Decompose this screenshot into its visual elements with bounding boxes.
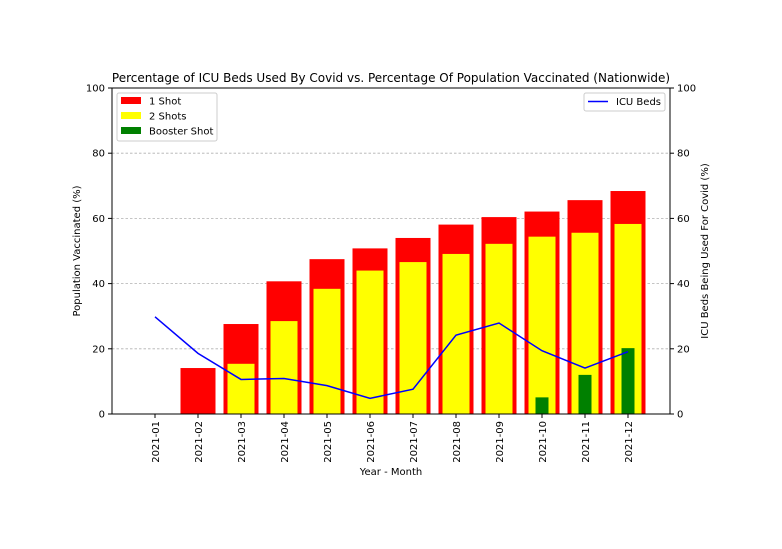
y-tick-label-left: 60 <box>92 214 105 225</box>
bars <box>180 191 646 414</box>
x-tick-label: 2021-12 <box>624 421 635 463</box>
legend-box <box>116 92 218 142</box>
x-tick-label: 2021-04 <box>280 421 291 463</box>
x-tick-label: 2021-10 <box>538 421 549 463</box>
axes: 0 0 20 20 40 40 60 60 80 80 100 100 2021-01 2021-02 20… <box>86 84 696 463</box>
bar-2-shots <box>313 288 341 414</box>
y-tick-label-right: 20 <box>677 344 690 355</box>
bar-2-shots <box>356 270 384 414</box>
x-tick-label: 2021-05 <box>323 421 334 463</box>
bar-2-shots <box>270 321 298 414</box>
x-tick-label: 2021-02 <box>194 421 205 463</box>
icu-line <box>154 316 629 400</box>
y-tick-label-right: 80 <box>677 149 690 160</box>
x-tick-label: 2021-03 <box>237 421 248 463</box>
y-tick-label-left: 80 <box>92 149 105 160</box>
y-tick-label-left: 0 <box>99 410 105 421</box>
y-tick-label-left: 20 <box>92 344 105 355</box>
plot-frame <box>111 87 671 415</box>
legend-label: 1 Shot <box>149 97 181 108</box>
icu-beds-line <box>154 316 629 400</box>
legend-label: ICU Beds <box>616 97 661 108</box>
y-axis-label-left: Population Vaccinated (%) <box>72 185 83 316</box>
y-tick-label-right: 0 <box>677 410 683 421</box>
y-tick-label-right: 100 <box>677 84 696 95</box>
legend-vaccination: 1 Shot 2 Shots Booster Shot <box>116 92 218 142</box>
legend-label: 2 Shots <box>149 112 186 123</box>
y-axis-label-right: ICU Beds Being Used For Covid (%) <box>700 163 711 339</box>
y-tick-label-right: 60 <box>677 214 690 225</box>
x-tick-label: 2021-11 <box>581 421 592 463</box>
bar-booster-shot <box>535 397 549 414</box>
legend-swatch <box>121 112 141 119</box>
legend-icu: ICU Beds <box>583 92 666 112</box>
y-tick-label-right: 40 <box>677 279 690 290</box>
chart-title: Percentage of ICU Beds Used By Covid vs.… <box>112 71 670 85</box>
x-tick-label: 2021-08 <box>452 421 463 463</box>
x-axis-label: Year - Month <box>359 467 422 478</box>
y-tick-label-left: 40 <box>92 279 105 290</box>
x-tick-label: 2021-09 <box>495 421 506 463</box>
y-tick-label-left: 100 <box>86 84 105 95</box>
bar-booster-shot <box>578 374 592 414</box>
bar-2-shots <box>442 253 470 414</box>
bar-booster-shot <box>621 348 635 414</box>
legend-swatch <box>121 97 141 104</box>
legend-swatch <box>121 127 141 134</box>
x-tick-label: 2021-01 <box>151 421 162 463</box>
bar-2-shots <box>528 236 556 414</box>
x-tick-label: 2021-07 <box>409 421 420 463</box>
legend-box <box>583 92 666 112</box>
legend-label: Booster Shot <box>149 127 213 138</box>
bar-1-shot <box>180 368 216 414</box>
x-tick-label: 2021-06 <box>366 421 377 463</box>
bar-2-shots <box>227 363 255 414</box>
